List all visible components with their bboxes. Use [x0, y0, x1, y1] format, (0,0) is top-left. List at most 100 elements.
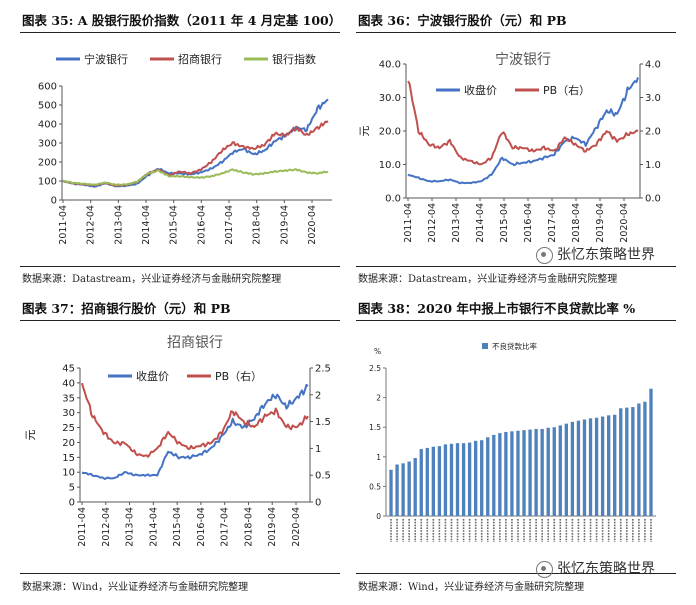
- x-tick-label: 2019-04: [595, 203, 606, 243]
- bar: [413, 457, 417, 516]
- y-tick-label: 15: [62, 453, 75, 464]
- bar: [558, 425, 562, 516]
- y-tick-label: 10.0: [379, 160, 401, 171]
- bar: [643, 401, 647, 516]
- bar: [504, 431, 508, 516]
- panel-35-source: 数据来源：Datastream，兴业证券经济与金融研究院整理: [22, 274, 282, 285]
- chart-38: 0 0.5 1 1.5 2 2.5% 不良贷款比率: [356, 322, 678, 572]
- bar: [552, 427, 556, 516]
- x-tick-label: 2013-04: [125, 507, 136, 547]
- x-tick-label: 2018-04: [252, 205, 263, 245]
- y-tick-label: 25: [62, 423, 75, 434]
- y2-tick-label: 0.0: [645, 194, 661, 205]
- chart-inner-title: 招商银行: [167, 335, 223, 351]
- bar: [534, 428, 538, 516]
- chart-35: 0 100 200 300 400 500 600 2011-04 2012-04 2013-04…: [20, 34, 342, 266]
- y-unit-label: %: [374, 347, 381, 356]
- bar: [613, 414, 617, 516]
- x-tick-label: 2016-04: [196, 205, 207, 245]
- y-tick-label: 600: [38, 82, 57, 93]
- x-tick-label: 2016-04: [196, 507, 207, 547]
- bar: [649, 388, 653, 516]
- y-tick-label: 40.0: [379, 60, 401, 71]
- x-tick-label: 2018-04: [243, 507, 254, 547]
- y2-tick-label: 2.5: [315, 364, 331, 375]
- x-tick-label: 2018-04: [571, 203, 582, 243]
- y2-tick-label: 4.0: [645, 60, 661, 71]
- x-tick-label: 2014-04: [148, 507, 159, 547]
- panel-37-title: 图表 37：招商银行股价（元）和 PB: [22, 301, 231, 316]
- y2-tick-label: 0.5: [315, 471, 331, 482]
- panel-36-source: 数据来源：Datastream，兴业证券经济与金融研究院整理: [358, 274, 618, 285]
- panel-36-title: 图表 36：宁波银行股价（元）和 PB: [358, 13, 567, 28]
- bar: [419, 449, 423, 516]
- y-tick-label: 0.5: [369, 482, 381, 491]
- y-tick-label: 200: [38, 158, 57, 169]
- legend-swatch-1: [482, 343, 488, 349]
- y2-tick-label: 2.0: [645, 127, 661, 138]
- y-unit-label: 元: [24, 430, 37, 441]
- x-tick-label: 2011-04: [77, 507, 88, 547]
- y2-tick-label: 1.5: [315, 417, 331, 428]
- bar: [401, 463, 405, 516]
- bar: [455, 443, 460, 516]
- x-tick-label: 2015-04: [172, 507, 183, 547]
- x-tick-label: 2017-04: [224, 205, 235, 245]
- legend-label-2: PB（右）: [215, 369, 262, 383]
- y-tick-label: 400: [38, 120, 57, 131]
- watermark-bottom: 张忆东策略世界: [536, 558, 655, 578]
- bar: [407, 461, 411, 516]
- bar: [600, 416, 605, 516]
- y-tick-label: 30: [62, 408, 75, 419]
- series-line-2: [407, 80, 639, 166]
- x-tick-label: 2013-04: [113, 205, 124, 245]
- y-tick-label: 100: [38, 177, 57, 188]
- x-tick-label: 2014-04: [475, 203, 486, 243]
- bar: [449, 443, 454, 516]
- bar: [582, 419, 587, 516]
- bar: [437, 446, 442, 516]
- bar: [480, 440, 484, 516]
- chart-inner-title: 宁波银行: [495, 51, 551, 68]
- wechat-icon: [536, 246, 553, 264]
- y-tick-label: 30.0: [379, 93, 401, 104]
- chart-38-svg: 0 0.5 1 1.5 2 2.5% 不良贷款比率: [369, 341, 656, 542]
- panel-38-title-rule: [356, 320, 676, 321]
- bar: [522, 430, 526, 516]
- y-tick-label: 0: [51, 196, 57, 207]
- chart-35-svg: 0 100 200 300 400 500 600 2011-04 2012-04 2013-04…: [38, 52, 332, 245]
- series-line-3: [62, 168, 329, 187]
- bar: [546, 427, 550, 516]
- x-tick-label: 2017-04: [220, 507, 231, 547]
- bar: [461, 443, 466, 516]
- bar: [570, 421, 575, 516]
- chart-37: 0 5 10 15 20 25 30 35 40 45 0 0.5 1 1.5 2 2.5 2011-04 201…: [20, 322, 342, 572]
- chart-36: 0.0 10.0 20.0 30.0 40.0 0.0 1.0 2.0 3.0 4.0 2011-0…: [356, 34, 678, 266]
- legend-label-2: 招商银行: [178, 52, 222, 66]
- y-tick-label: 1.5: [369, 423, 381, 432]
- bar: [576, 420, 581, 516]
- legend-label-3: 银行指数: [272, 52, 316, 66]
- y-tick-label: 45: [62, 364, 75, 375]
- bar: [625, 407, 629, 516]
- y2-tick-label: 1: [315, 444, 321, 455]
- panel-37-source: 数据来源：Wind，兴业证券经济与金融研究院整理: [22, 582, 249, 593]
- x-tick-label: 2016-04: [523, 203, 534, 243]
- bar: [425, 447, 429, 516]
- y2-tick-label: 0: [315, 498, 321, 509]
- x-tick-label: 2011-04: [58, 205, 69, 245]
- panel-36-source-rule: [356, 266, 676, 267]
- legend-label-2: PB（右）: [543, 83, 590, 97]
- x-tick-label: 2012-04: [86, 205, 97, 245]
- series-line-1: [407, 77, 639, 185]
- x-tick-label: 2020-04: [619, 203, 630, 243]
- x-tick-label: 2013-04: [451, 203, 462, 243]
- y-tick-label: 35: [62, 393, 75, 404]
- y-tick-label: 2: [376, 394, 381, 403]
- bar: [588, 418, 593, 516]
- bar: [443, 444, 448, 516]
- y-unit-label: 元: [358, 126, 371, 137]
- bar: [467, 442, 472, 516]
- x-tick-label: 2015-04: [169, 205, 180, 245]
- bar: [492, 434, 496, 516]
